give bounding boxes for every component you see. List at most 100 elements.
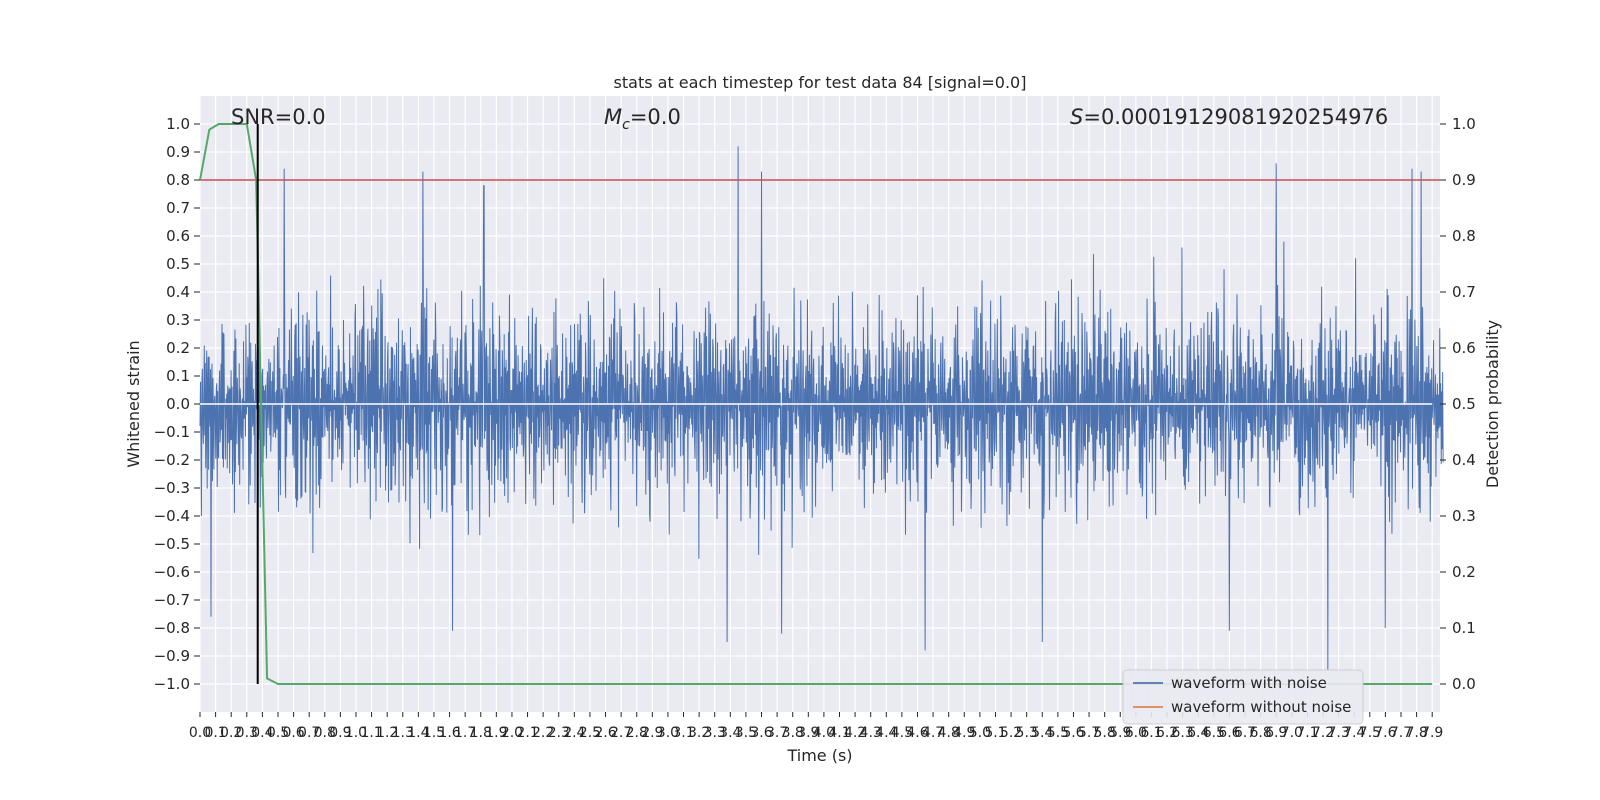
y2-tick-label-5: 0.5 bbox=[1452, 395, 1476, 413]
y2-tick-label-8: 0.8 bbox=[1452, 227, 1476, 245]
y-tick-label-19: 0.9 bbox=[166, 143, 190, 161]
y-tick-label-2: −0.8 bbox=[154, 619, 190, 637]
x-tick-label-11: 1.1 bbox=[360, 725, 382, 741]
y-tick-label-13: 0.3 bbox=[166, 311, 190, 329]
y-tick-label-12: 0.2 bbox=[166, 339, 190, 357]
y2-tick-label-4: 0.4 bbox=[1452, 451, 1476, 469]
y-tick-label-9: −0.1 bbox=[154, 423, 190, 441]
x-tick-label-48: 4.8 bbox=[938, 725, 960, 741]
x-tick-label-30: 3.0 bbox=[657, 725, 679, 741]
legend: waveform with noise waveform without noi… bbox=[1122, 669, 1364, 725]
s-value: =0.00019129081920254976 bbox=[1083, 105, 1388, 129]
x-tick-label-74: 7.4 bbox=[1343, 725, 1365, 741]
x-tick-label-1: 0.1 bbox=[204, 725, 226, 741]
x-tick-label-36: 3.6 bbox=[750, 725, 772, 741]
x-tick-label-75: 7.5 bbox=[1359, 725, 1381, 741]
x-tick-label-52: 5.2 bbox=[1000, 725, 1022, 741]
x-tick-label-20: 2.0 bbox=[501, 725, 523, 741]
x-tick-label-77: 7.7 bbox=[1390, 725, 1412, 741]
y2-tick-label-6: 0.6 bbox=[1452, 339, 1476, 357]
x-tick-label-25: 2.5 bbox=[579, 725, 601, 741]
x-tick-label-45: 4.5 bbox=[891, 725, 913, 741]
legend-label-clean: waveform without noise bbox=[1171, 698, 1351, 716]
x-tick-label-55: 5.5 bbox=[1047, 725, 1069, 741]
y-tick-label-1: −0.9 bbox=[154, 647, 190, 665]
mc-symbol: M bbox=[604, 105, 622, 129]
x-tick-label-28: 2.8 bbox=[626, 725, 648, 741]
x-tick-label-41: 4.1 bbox=[828, 725, 850, 741]
x-tick-label-68: 6.8 bbox=[1249, 725, 1271, 741]
x-tick-label-2: 0.2 bbox=[220, 725, 242, 741]
y-tick-label-3: −0.7 bbox=[154, 591, 190, 609]
mc-annotation: Mc=0.0 bbox=[604, 105, 681, 133]
series-detection-probability bbox=[199, 123, 1433, 685]
x-tick-label-61: 6.1 bbox=[1140, 725, 1162, 741]
x-tick-label-21: 2.1 bbox=[516, 725, 538, 741]
y2-tick-label-10: 1.0 bbox=[1452, 115, 1476, 133]
x-tick-label-8: 0.8 bbox=[314, 725, 336, 741]
y-tick-label-5: −0.5 bbox=[154, 535, 190, 553]
s-symbol: S bbox=[1070, 105, 1083, 129]
y2-axis-ticks: 0.0 0.1 0.2 0.3 0.4 0.5 0.6 0.7 0.8 0.9 1.0 bbox=[1440, 115, 1476, 693]
legend-label-noise: waveform with noise bbox=[1171, 674, 1327, 692]
x-tick-label-78: 7.8 bbox=[1405, 725, 1427, 741]
x-tick-label-67: 6.7 bbox=[1234, 725, 1256, 741]
mc-subscript: c bbox=[622, 117, 630, 133]
x-tick-label-62: 6.2 bbox=[1156, 725, 1178, 741]
x-tick-label-57: 5.7 bbox=[1078, 725, 1100, 741]
y-tick-label-10: 0.0 bbox=[166, 395, 190, 413]
y2-tick-label-7: 0.7 bbox=[1452, 283, 1476, 301]
x-tick-label-66: 6.6 bbox=[1218, 725, 1240, 741]
x-tick-label-35: 3.5 bbox=[735, 725, 757, 741]
x-tick-label-32: 3.2 bbox=[688, 725, 710, 741]
y-tick-label-20: 1.0 bbox=[166, 115, 190, 133]
x-tick-label-26: 2.6 bbox=[594, 725, 616, 741]
x-tick-label-4: 0.4 bbox=[251, 725, 273, 741]
x-tick-label-71: 7.1 bbox=[1296, 725, 1318, 741]
x-tick-label-6: 0.6 bbox=[282, 725, 304, 741]
x-tick-label-29: 2.9 bbox=[641, 725, 663, 741]
x-tick-label-3: 0.3 bbox=[236, 725, 258, 741]
x-tick-label-0: 0.0 bbox=[189, 725, 211, 741]
x-tick-label-60: 6.0 bbox=[1125, 725, 1147, 741]
x-tick-label-58: 5.8 bbox=[1094, 725, 1116, 741]
y-tick-label-6: −0.4 bbox=[154, 507, 190, 525]
x-tick-label-47: 4.7 bbox=[922, 725, 944, 741]
y-tick-label-14: 0.4 bbox=[166, 283, 190, 301]
y2-tick-label-3: 0.3 bbox=[1452, 507, 1476, 525]
x-tick-label-18: 1.8 bbox=[470, 725, 492, 741]
x-tick-label-37: 3.7 bbox=[766, 725, 788, 741]
x-tick-label-54: 5.4 bbox=[1031, 725, 1053, 741]
x-tick-label-22: 2.2 bbox=[532, 725, 554, 741]
x-tick-label-76: 7.6 bbox=[1374, 725, 1396, 741]
x-tick-label-24: 2.4 bbox=[563, 725, 585, 741]
x-tick-label-34: 3.4 bbox=[719, 725, 741, 741]
x-tick-label-79: 7.9 bbox=[1421, 725, 1443, 741]
x-tick-label-9: 0.9 bbox=[329, 725, 351, 741]
x-tick-label-39: 3.9 bbox=[797, 725, 819, 741]
y-tick-label-18: 0.8 bbox=[166, 171, 190, 189]
y-tick-label-15: 0.5 bbox=[166, 255, 190, 273]
x-tick-label-23: 2.3 bbox=[548, 725, 570, 741]
chart-title: stats at each timestep for test data 84 … bbox=[614, 73, 1027, 92]
x-tick-label-27: 2.7 bbox=[610, 725, 632, 741]
x-tick-label-63: 6.3 bbox=[1172, 725, 1194, 741]
x-tick-label-49: 4.9 bbox=[953, 725, 975, 741]
x-tick-label-70: 7.0 bbox=[1281, 725, 1303, 741]
y-tick-label-4: −0.6 bbox=[154, 563, 190, 581]
y-tick-label-11: 0.1 bbox=[166, 367, 190, 385]
x-tick-label-59: 5.9 bbox=[1109, 725, 1131, 741]
x-tick-label-5: 0.5 bbox=[267, 725, 289, 741]
x-tick-label-10: 1.0 bbox=[345, 725, 367, 741]
noise-trace bbox=[199, 146, 1444, 671]
x-tick-label-72: 7.2 bbox=[1312, 725, 1334, 741]
legend-box bbox=[1122, 669, 1364, 725]
x-tick-label-69: 6.9 bbox=[1265, 725, 1287, 741]
y-axis-label: Whitened strain bbox=[124, 340, 143, 467]
y-tick-label-0: −1.0 bbox=[154, 675, 190, 693]
x-tick-label-19: 1.9 bbox=[485, 725, 507, 741]
x-tick-label-33: 3.3 bbox=[704, 725, 726, 741]
x-tick-label-42: 4.2 bbox=[844, 725, 866, 741]
x-tick-label-15: 1.5 bbox=[423, 725, 445, 741]
